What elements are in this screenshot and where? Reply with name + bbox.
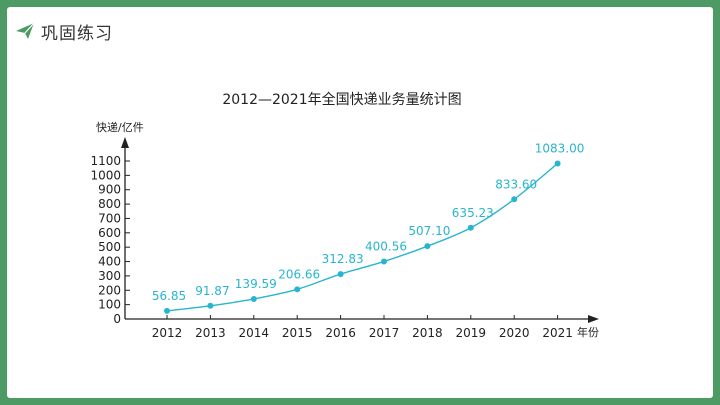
x-tick-label: 2019 <box>456 326 487 340</box>
y-axis-arrow <box>121 137 129 148</box>
data-point <box>424 243 431 250</box>
x-tick-label: 2018 <box>412 326 443 340</box>
data-point <box>164 307 170 314</box>
y-tick-label: 600 <box>98 226 121 240</box>
data-point <box>250 295 257 302</box>
data-point <box>207 302 214 309</box>
data-point <box>381 258 387 265</box>
y-tick-label: 800 <box>98 197 121 211</box>
y-tick-label: 200 <box>98 283 121 297</box>
data-label: 507.10 <box>408 224 450 238</box>
data-label: 206.66 <box>278 267 320 281</box>
x-tick-label: 2013 <box>195 326 226 340</box>
paper-plane-icon <box>16 22 35 39</box>
data-label: 400.56 <box>365 239 407 253</box>
x-axis-arrow <box>588 315 599 323</box>
data-point <box>294 286 301 293</box>
y-tick-label: 1100 <box>90 154 121 168</box>
y-tick-label: 1000 <box>90 168 121 182</box>
y-tick-label: 700 <box>98 211 121 225</box>
data-label: 56.85 <box>152 289 186 303</box>
page-title: 巩固练习 <box>41 23 113 44</box>
x-tick-label: 2020 <box>499 326 530 340</box>
x-tick-label: 2015 <box>282 326 313 340</box>
y-tick-label: 300 <box>98 269 121 283</box>
x-axis-label: 年份 <box>577 325 599 339</box>
data-point <box>337 271 344 278</box>
data-label: 91.87 <box>195 284 229 298</box>
header: 巩固练习 <box>15 19 113 44</box>
data-point <box>511 196 518 203</box>
x-tick-label: 2017 <box>369 326 400 340</box>
data-label: 139.59 <box>235 277 277 291</box>
data-label: 1083.00 <box>535 141 585 155</box>
x-tick-label: 2012 <box>152 326 183 340</box>
y-tick-label: 900 <box>98 183 121 197</box>
data-label: 635.23 <box>452 206 494 220</box>
data-label: 833.60 <box>495 177 537 191</box>
series-line <box>166 162 559 312</box>
data-label: 312.83 <box>322 252 364 266</box>
x-tick-label: 2016 <box>325 326 356 340</box>
data-point <box>467 224 474 231</box>
y-tick-label: 0 <box>113 312 121 326</box>
x-tick-label: 2021 <box>542 326 573 340</box>
chart-title: 2012—2021年全国快递业务量统计图 <box>222 91 461 108</box>
y-axis-label: 快递/亿件 <box>96 120 144 134</box>
x-tick-label: 2014 <box>239 326 270 340</box>
y-tick-label: 400 <box>98 255 121 269</box>
y-tick-label: 500 <box>98 240 121 254</box>
y-tick-label: 100 <box>98 298 121 312</box>
data-point <box>554 160 561 167</box>
